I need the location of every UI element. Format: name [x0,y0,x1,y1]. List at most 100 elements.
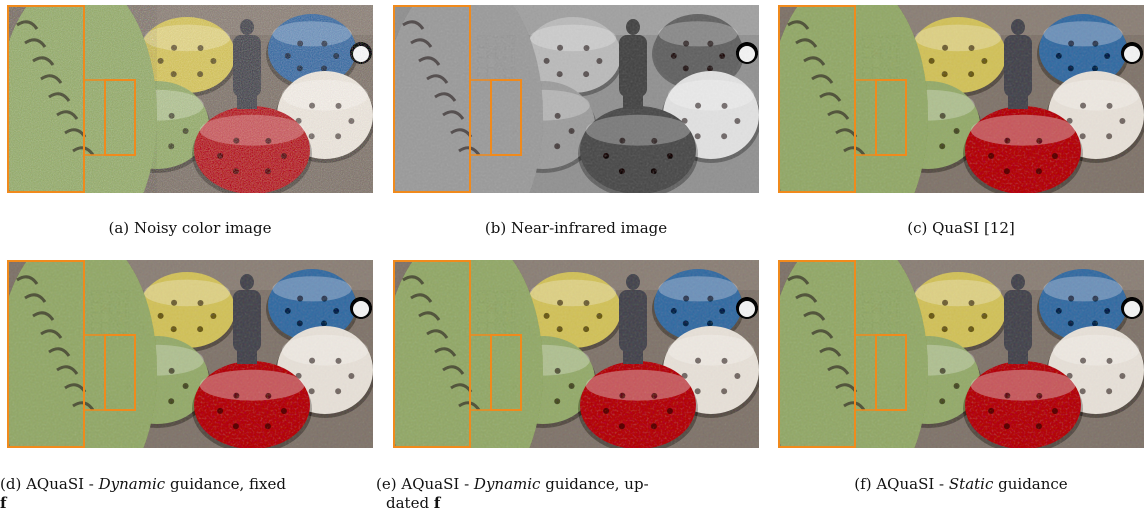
bowl-pattern-white-5-c [1106,102,1113,109]
bowl-pattern-green-0-e [568,383,575,389]
bowl-rim-white-e [667,334,755,366]
zoom-inset-bowl-b [393,5,543,193]
bowl-pattern-white-5-b [721,102,728,109]
bowl-pattern-white-5-e [721,357,728,364]
panel-e-image [393,260,759,448]
zoom-region-box-b [490,79,522,156]
bowl-rim-white-a [281,79,369,111]
bowl-pattern-white-2-f [1079,388,1086,395]
bowl-pattern-red-2-c [1003,168,1010,175]
bowl-pattern-blue-2-f [1067,320,1074,327]
bowl-pattern-blue-0-c [1104,53,1111,59]
caption-b-text: Near-infrared image [510,219,668,237]
bowl-pattern-blue-5-f [1092,295,1099,302]
bowl-pattern-green-5-d [168,367,175,374]
bowl-rim-yellow-f [914,279,1002,307]
bowl-pattern-red-1-a [264,168,271,175]
bowl-pattern-blue-4-a [297,40,304,47]
zoom-inset-f [778,260,928,448]
bowl-pattern-red-1-e [650,423,657,430]
scene-a [7,5,373,193]
bowl-pattern-yellow-2-e [556,326,563,333]
zoom-inset-pattern-0-a [16,20,39,30]
bowl-pattern-red-3-b [603,152,610,159]
bowl-pattern-red-3-e [603,407,610,414]
bowl-pattern-green-5-f [939,367,946,374]
bowl-pattern-white-4-d [309,357,316,364]
bowl-pattern-white-0-c [1119,118,1126,124]
statue-body-a [233,35,261,97]
bowl-rim-yellow-b [529,24,617,52]
bowl-pattern-green-5-b [554,112,561,119]
bowl-pattern-red-1-f [1035,423,1042,430]
zoom-inset-pattern-4-f [819,347,842,357]
statue-body-e [619,290,647,352]
bowl-rim-blue-c [1043,21,1123,47]
scene-c [778,5,1144,193]
zoom-inset-pattern-2-b [418,56,441,66]
zoom-inset-pattern-1-a [24,38,47,48]
bowl-pattern-white-5-f [1106,357,1113,364]
scene-e [393,260,759,448]
zoom-inset-pattern-3-d [40,329,63,339]
bowl-pattern-blue-3-d [284,307,291,314]
zoom-inset-c [778,5,928,193]
bowl-pattern-white-0-d [348,373,355,379]
bowl-rim-white-b [667,79,755,111]
caption-a-text: Noisy color image [133,219,272,237]
caption-d-line1: (d) AQuaSI - Dynamic guidance, fixed [0,475,286,494]
zoom-inset-pattern-5-c [827,110,850,120]
bowl-pattern-blue-5-e [707,295,714,302]
bowl-pattern-yellow-4-f [942,299,949,306]
bowl-pattern-blue-3-e [670,307,677,314]
bowl-pattern-yellow-1-d [197,326,204,333]
bowl-pattern-blue-2-c [1067,65,1074,72]
zoom-inset-bowl-a [7,5,157,193]
bowl-pattern-red-4-b [619,137,626,144]
bowl-pattern-white-1-b [721,133,728,140]
zoom-inset-pattern-4-d [48,347,71,357]
bowl-pattern-red-2-e [618,423,625,430]
caption-d: (d) AQuaSI - Dynamic guidance, fixed f [0,475,286,513]
bowl-pattern-red-4-d [233,392,240,399]
bowl-pattern-white-5-d [335,357,342,364]
bowl-pattern-yellow-0-c [981,58,988,64]
bowl-rim-red-a [199,114,305,146]
zoom-inset-pattern-1-b [410,38,433,48]
zoom-inset-d [7,260,157,448]
bowl-pattern-yellow-1-c [968,71,975,78]
statue-head-d [240,274,254,290]
bowl-pattern-yellow-2-b [556,71,563,78]
bowl-pattern-blue-5-d [321,295,328,302]
zoom-inset-pattern-4-c [819,92,842,102]
bowl-pattern-yellow-5-d [197,299,204,306]
bowl-pattern-white-2-d [308,388,315,395]
bowl-pattern-yellow-3-d [157,312,164,319]
zoom-inset-pattern-3-f [811,329,834,339]
bowl-pattern-white-1-d [335,388,342,395]
bowl-pattern-red-4-e [619,392,626,399]
bowl-pattern-red-2-f [1003,423,1010,430]
zoom-region-box-f [875,334,907,411]
bowl-pattern-green-5-e [554,367,561,374]
bowl-pattern-yellow-5-f [968,299,975,306]
bowl-pattern-red-5-d [265,392,272,399]
panel-a-image [7,5,373,193]
bowl-pattern-green-0-b [568,128,575,134]
statue-body-b [619,35,647,97]
bowl-pattern-yellow-4-a [171,44,178,51]
caption-b: (b) Near-infrared image [393,219,759,238]
caption-c: (c) QuaSI [12] [778,219,1144,238]
bowl-pattern-white-1-f [1106,388,1113,395]
caption-e-line1: (e) AQuaSI - Dynamic guidance, up- [376,475,649,494]
statue-body-f [1004,290,1032,352]
zoom-inset-pattern-1-c [795,38,818,48]
zoom-region-box-e [490,334,522,411]
bowl-pattern-yellow-2-f [941,326,948,333]
caption-e-post: guidance, up- [540,475,649,493]
caption-a-label: (a) [108,219,130,237]
caption-f-italic: Static [948,475,994,493]
bowl-pattern-green-1-a [168,143,175,150]
statue-legs-e [623,350,643,364]
bowl-pattern-blue-1-b [707,65,714,72]
